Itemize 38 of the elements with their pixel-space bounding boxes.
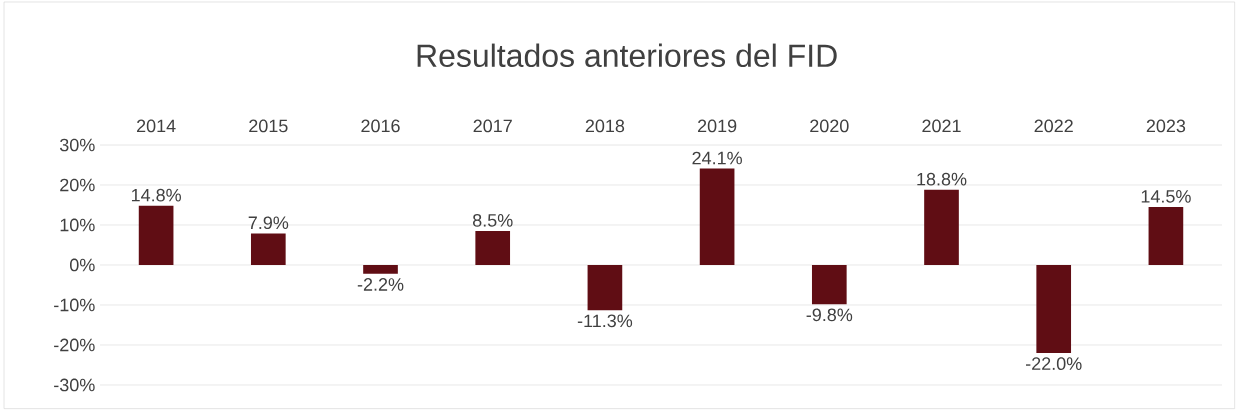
bar <box>250 233 286 265</box>
bar <box>811 264 847 305</box>
bar <box>1036 264 1072 353</box>
data-label: -22.0% <box>1025 357 1082 370</box>
x-tick-label: 2014 <box>136 119 176 133</box>
bar <box>475 231 511 265</box>
data-label: 8.5% <box>472 213 513 227</box>
bar <box>924 189 959 265</box>
data-label: 24.1% <box>692 151 742 165</box>
data-label: 14.5% <box>1141 190 1191 203</box>
y-tick-label: -20% <box>54 338 95 352</box>
data-label: -9.8% <box>806 308 853 322</box>
y-tick-label: 20% <box>60 178 95 192</box>
chart-title: Resultados anteriores del FID <box>417 43 837 68</box>
data-label: 7.9% <box>248 216 289 230</box>
data-label: 18.8% <box>917 172 967 186</box>
x-tick-label: 2022 <box>1034 119 1073 133</box>
y-tick-label: -30% <box>54 378 95 392</box>
bar <box>699 168 735 265</box>
y-tick-label: 30% <box>59 138 95 152</box>
y-tick-label: 10% <box>60 218 95 232</box>
bar <box>138 205 174 265</box>
x-tick-label: 2016 <box>361 119 400 133</box>
x-tick-label: 2023 <box>1146 119 1186 133</box>
x-tick-label: 2018 <box>585 119 625 133</box>
data-label: -2.2% <box>357 278 404 291</box>
bar <box>1148 207 1184 265</box>
x-tick-label: 2017 <box>473 119 512 133</box>
data-label: -11.3% <box>577 314 633 328</box>
x-tick-label: 2015 <box>249 119 288 133</box>
x-tick-label: 2021 <box>922 119 961 133</box>
y-tick-label: -10% <box>54 298 95 312</box>
bar <box>587 264 623 311</box>
x-tick-label: 2020 <box>810 119 849 133</box>
data-label: 14.8% <box>131 188 181 202</box>
bar <box>363 264 398 274</box>
y-tick-label: 0% <box>70 258 95 272</box>
x-tick-label: 2019 <box>697 119 737 133</box>
